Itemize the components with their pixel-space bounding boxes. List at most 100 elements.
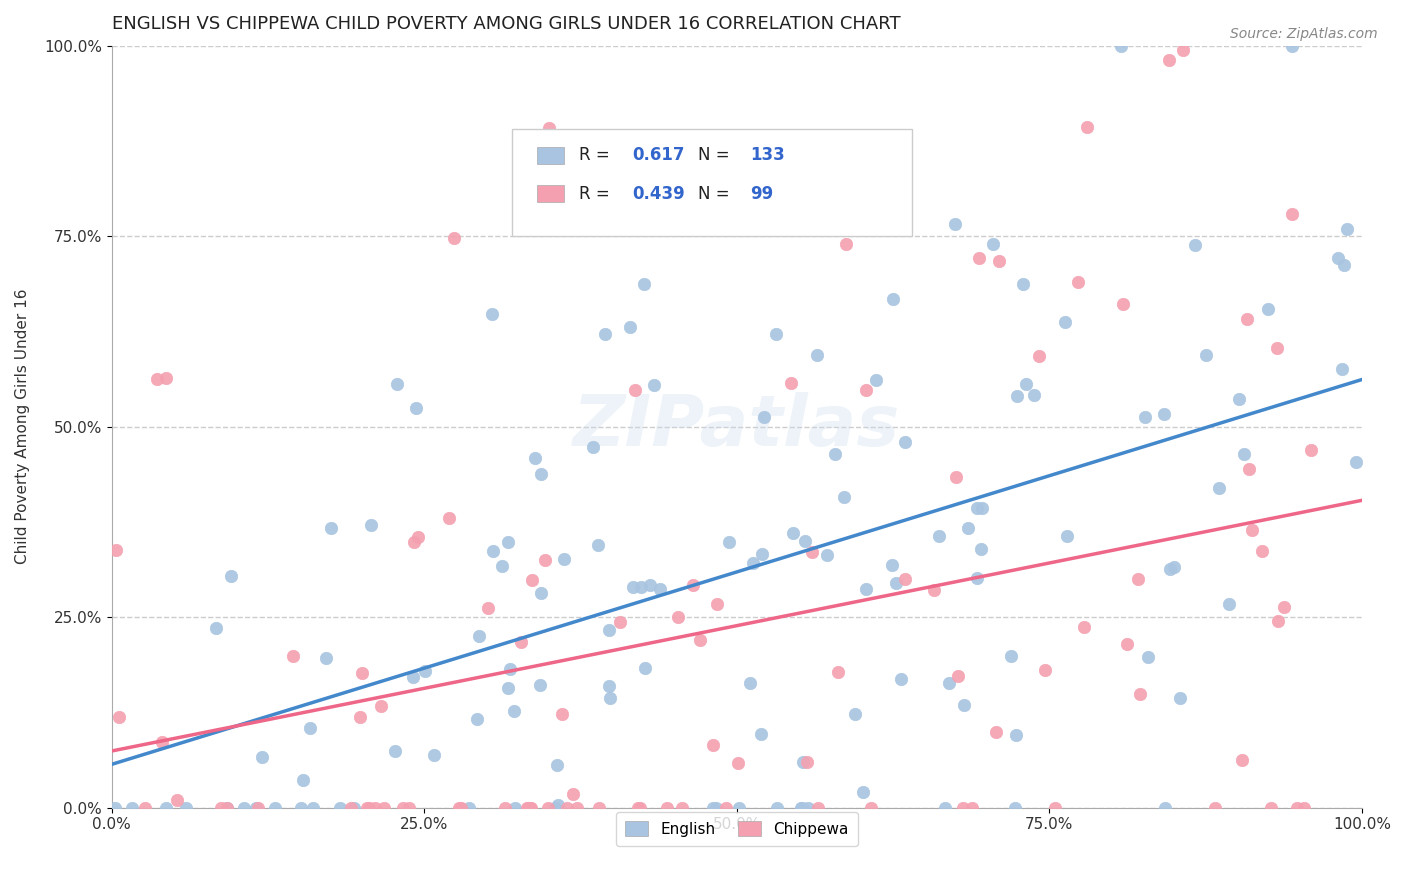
Point [315,651,337,665]
Text: N =: N = [697,146,735,164]
Point [499,662,522,676]
Y-axis label: Child Poverty Among Girls Under 16: Child Poverty Among Girls Under 16 [15,289,30,565]
Point [945,470,967,484]
Point [894,435,917,450]
Point [1281,38,1303,53]
Point [627,801,650,815]
Point [370,698,392,713]
Point [1159,53,1181,67]
Point [827,665,849,680]
Point [1000,648,1022,663]
Point [1028,349,1050,363]
Point [529,678,551,692]
Point [1163,560,1185,574]
Point [866,206,889,220]
Point [516,801,538,815]
Point [520,801,543,815]
Point [290,801,312,815]
Point [555,801,578,815]
Point [751,547,773,561]
Point [792,801,814,815]
Point [233,801,256,815]
Point [969,251,991,265]
Point [166,792,188,806]
Point [1251,544,1274,558]
Point [966,500,988,515]
Point [582,441,605,455]
Point [598,623,620,637]
Point [562,787,585,801]
Point [422,747,444,762]
Point [956,521,979,535]
Text: ZIPatlas: ZIPatlas [574,392,900,461]
Point [714,801,737,815]
Point [509,634,531,648]
Point [938,676,960,690]
Point [215,801,238,815]
Text: Source: ZipAtlas.com: Source: ZipAtlas.com [1230,27,1378,41]
Point [551,707,574,722]
FancyBboxPatch shape [537,147,564,164]
FancyBboxPatch shape [512,129,912,236]
Point [496,535,519,549]
Point [405,401,427,415]
Point [835,237,858,252]
Point [890,672,912,686]
Point [855,582,877,597]
Point [384,743,406,757]
Point [468,629,491,643]
Point [599,690,621,705]
Point [329,801,352,815]
Point [359,801,381,815]
Point [634,660,657,674]
Point [1232,753,1254,767]
Text: 0.439: 0.439 [631,185,685,202]
Point [1301,442,1323,457]
Point [1126,572,1149,586]
Point [1067,275,1090,289]
Point [628,801,651,815]
Point [824,447,846,461]
Point [796,755,818,769]
Point [797,801,820,815]
Point [319,521,342,535]
Point [793,533,815,548]
Point [292,772,315,787]
Point [104,801,127,815]
Point [449,801,471,815]
Point [1153,407,1175,421]
Point [922,582,945,597]
Point [855,383,877,397]
Point [385,376,408,391]
Point [640,578,662,592]
Point [364,801,387,815]
Point [806,348,828,362]
Point [704,801,727,815]
Point [1033,663,1056,677]
Point [283,648,305,663]
Point [865,373,887,387]
Point [624,383,647,397]
Point [1267,341,1289,355]
Point [1241,523,1264,537]
Point [671,801,693,815]
Point [702,801,724,815]
Point [530,586,553,600]
Point [1168,690,1191,705]
FancyBboxPatch shape [537,186,564,202]
Point [413,665,436,679]
Point [481,544,503,558]
Point [1012,277,1035,291]
Point [972,501,994,516]
Point [666,610,689,624]
Point [245,801,267,815]
Point [402,670,425,684]
Point [1005,728,1028,742]
Point [1076,120,1098,134]
Point [962,801,984,815]
Point [852,785,875,799]
Point [593,326,616,341]
Point [121,801,143,815]
Point [790,801,813,815]
Point [1153,801,1175,815]
